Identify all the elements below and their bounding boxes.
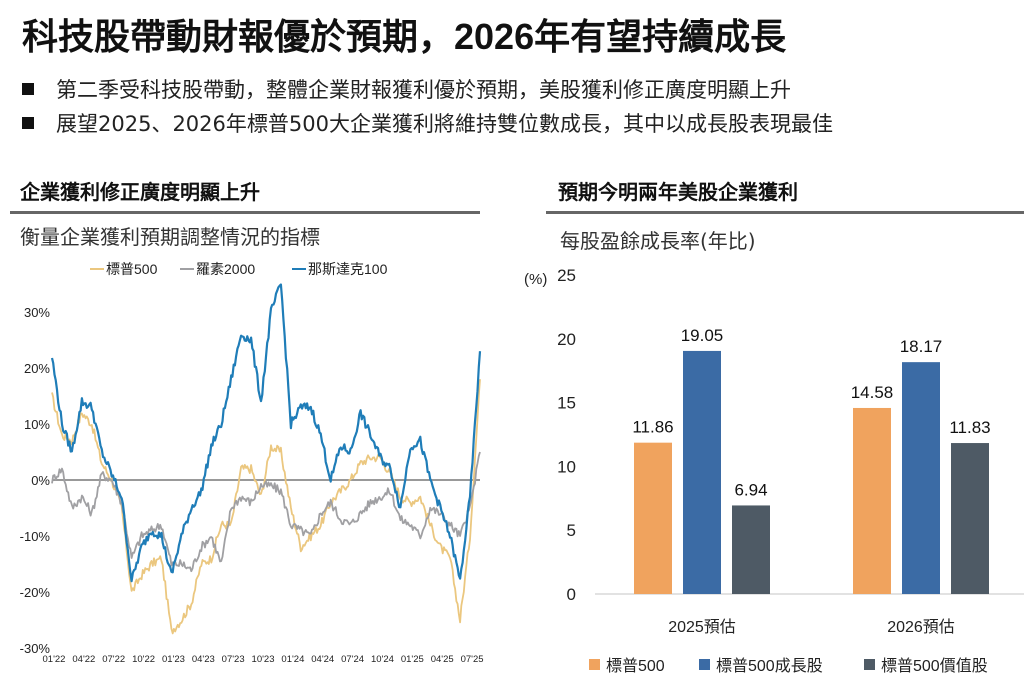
y-tick-label: 25: [557, 266, 576, 285]
bar-value-label: 11.83: [949, 418, 990, 437]
x-tick-label: 10'23: [252, 654, 275, 665]
x-tick-label: 07'25: [461, 654, 484, 665]
x-tick-label: 10'24: [371, 654, 394, 665]
legend-swatch: [699, 659, 710, 670]
bullet-list: 第二季受科技股帶動，整體企業財報獲利優於預期，美股獲利修正廣度明顯上升 展望20…: [22, 72, 833, 140]
y-tick-label: 30%: [24, 305, 50, 320]
bar-x-axis: 2025預估 2026預估: [668, 618, 955, 636]
bar-value-label: 6.94: [734, 480, 767, 499]
y-tick-label: 10: [557, 457, 576, 476]
x-tick-label: 04'25: [431, 654, 454, 665]
left-section-divider: [10, 211, 480, 214]
x-tick-label: 07'24: [341, 654, 364, 665]
revision-breadth-line-chart: 標普500 羅素2000 那斯達克100 30% 20% 10% 0% -10% -20% -3…: [20, 261, 484, 665]
x-tick-label: 10'22: [132, 654, 155, 665]
y-tick-label: -30%: [20, 641, 51, 656]
y-tick-label: -10%: [20, 529, 51, 544]
category-label: 2026預估: [887, 618, 955, 636]
bullet-square-icon: [22, 83, 34, 95]
legend-label: 那斯達克100: [308, 261, 388, 277]
bar-2-2026預估: [902, 362, 940, 594]
line-series-1: [51, 379, 481, 635]
x-tick-label: 01'25: [401, 654, 424, 665]
x-tick-label: 04'22: [72, 654, 95, 665]
y-axis-unit-label: (%): [524, 271, 547, 288]
bar-1-2026預估: [853, 407, 891, 594]
bullet-square-icon: [22, 117, 34, 129]
bar-value-label: 14.58: [851, 383, 894, 402]
y-tick-label: 5: [567, 521, 576, 540]
y-tick-label: 20%: [24, 361, 50, 376]
bullet-item: 第二季受科技股帶動，整體企業財報獲利優於預期，美股獲利修正廣度明顯上升: [22, 72, 833, 106]
legend-label: 標普500成長股: [716, 657, 823, 675]
left-section-subtitle: 衡量企業獲利預期調整情況的指標: [20, 225, 320, 249]
bar-value-label: 11.86: [632, 418, 673, 437]
bullet-text: 第二季受科技股帶動，整體企業財報獲利優於預期，美股獲利修正廣度明顯上升: [56, 78, 791, 102]
line-legend: 標普500 羅素2000 那斯達克100: [90, 261, 388, 277]
left-section-title: 企業獲利修正廣度明顯上升: [20, 180, 260, 204]
category-label: 2025預估: [668, 618, 736, 636]
y-tick-label: 20: [557, 330, 576, 349]
legend-label: 標普500: [106, 261, 158, 277]
right-section-title: 預期今明兩年美股企業獲利: [558, 180, 798, 204]
y-tick-label: -20%: [20, 585, 51, 600]
legend-swatch: [589, 659, 600, 670]
x-tick-label: 04'24: [311, 654, 334, 665]
line-series-3: [50, 283, 482, 583]
bullet-item: 展望2025、2026年標普500大企業獲利將維持雙位數成長，其中以成長股表現最…: [22, 106, 833, 140]
y-tick-label: 10%: [24, 417, 50, 432]
page-title: 科技股帶動財報優於預期，2026年有望持續成長: [22, 16, 787, 57]
bar-value-label: 19.05: [681, 326, 724, 345]
x-tick-label: 07'23: [222, 654, 245, 665]
line-series-group: [50, 283, 482, 635]
x-tick-label: 01'23: [162, 654, 185, 665]
bar-group: 11.86 19.05 6.94 14.58 18.17 11.83: [632, 326, 991, 594]
x-tick-label: 01'22: [43, 654, 66, 665]
y-tick-label: 0%: [31, 473, 50, 488]
right-section-divider: [546, 211, 1024, 214]
bar-y-axis: 0 5 10 15 20 25: [557, 266, 576, 604]
bar-3-2025預估: [732, 505, 770, 594]
x-tick-label: 07'22: [102, 654, 125, 665]
line-y-axis: 30% 20% 10% 0% -10% -20% -30%: [20, 305, 51, 656]
legend-swatch: [864, 659, 875, 670]
bullet-text: 展望2025、2026年標普500大企業獲利將維持雙位數成長，其中以成長股表現最…: [56, 112, 833, 136]
legend-label: 羅素2000: [196, 261, 255, 277]
bar-2-2025預估: [683, 350, 721, 594]
legend-label: 標普500: [606, 657, 665, 675]
bar-3-2026預估: [951, 443, 989, 594]
y-tick-label: 0: [567, 585, 576, 604]
bar-legend: 標普500 標普500成長股 標普500價值股: [589, 657, 988, 675]
x-tick-label: 01'24: [281, 654, 304, 665]
bar-value-label: 18.17: [900, 337, 943, 356]
line-x-axis: 01'22 04'22 07'22 10'22 01'23 04'23 07'23 10'23…: [43, 654, 484, 665]
right-section-subtitle: 每股盈餘成長率(年比): [560, 229, 756, 253]
legend-label: 標普500價值股: [881, 657, 988, 675]
x-tick-label: 04'23: [192, 654, 215, 665]
bar-1-2025預估: [634, 442, 672, 594]
y-tick-label: 15: [557, 394, 576, 413]
